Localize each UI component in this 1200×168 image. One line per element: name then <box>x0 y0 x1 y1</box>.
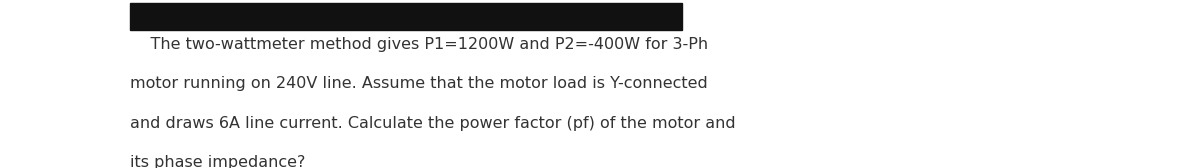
Text: motor running on 240V line. Assume that the motor load is Y-connected: motor running on 240V line. Assume that … <box>130 76 707 91</box>
Bar <box>130 3 682 30</box>
Text: its phase impedance?: its phase impedance? <box>130 155 305 168</box>
Text: The two-wattmeter method gives P1=1200W and P2=-400W for 3-Ph: The two-wattmeter method gives P1=1200W … <box>130 37 708 52</box>
Text: and draws 6A line current. Calculate the power factor (pf) of the motor and: and draws 6A line current. Calculate the… <box>130 116 736 131</box>
